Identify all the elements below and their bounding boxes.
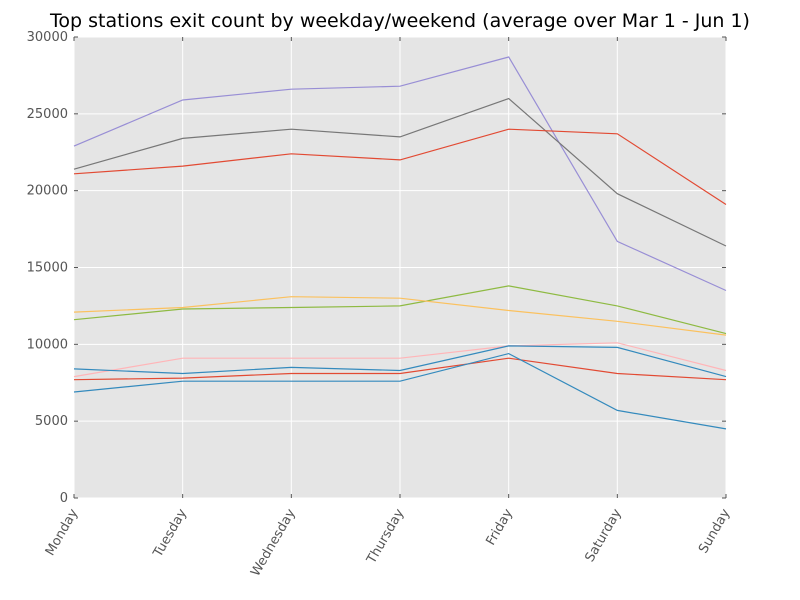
x-tick-label: Saturday <box>583 506 625 564</box>
series-line-5 <box>73 296 727 336</box>
series-line-8 <box>73 357 727 381</box>
series-line-1 <box>73 56 727 292</box>
series-line-9 <box>73 352 727 430</box>
x-tick-label: Wednesday <box>248 506 299 579</box>
series-line-7 <box>73 345 727 378</box>
x-tick-label: Monday <box>43 506 82 558</box>
x-tick-label: Tuesday <box>150 506 190 560</box>
x-tick-label: Sunday <box>696 506 733 556</box>
x-tick-label: Friday <box>483 506 516 548</box>
series-line-4 <box>73 285 727 335</box>
series-line-6 <box>73 342 727 378</box>
y-tick-label: 30000 <box>27 30 68 45</box>
series-line-3 <box>73 128 727 206</box>
y-tick-label: 25000 <box>27 107 68 122</box>
x-tick-label: Thursday <box>364 506 408 567</box>
series-lines <box>73 56 727 430</box>
y-tick-label: 0 <box>60 491 68 506</box>
y-tick-label: 20000 <box>27 184 68 199</box>
series-line-2 <box>73 97 727 247</box>
chart-title: Top stations exit count by weekday/weeke… <box>50 10 750 32</box>
y-tick-label: 10000 <box>27 337 68 352</box>
y-tick-label: 5000 <box>35 414 68 429</box>
y-tick-label: 15000 <box>27 261 68 276</box>
